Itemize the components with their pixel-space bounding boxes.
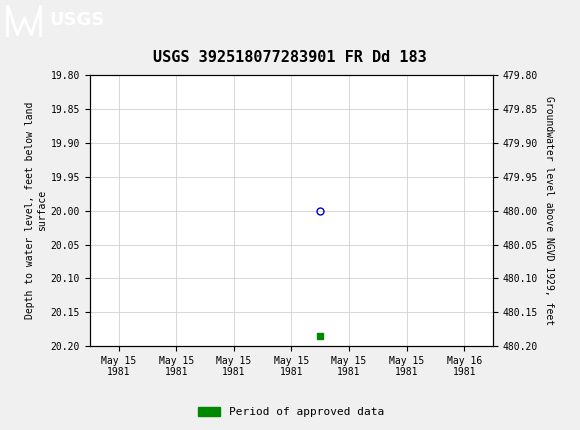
Text: USGS: USGS bbox=[49, 12, 104, 29]
Y-axis label: Depth to water level, feet below land
surface: Depth to water level, feet below land su… bbox=[25, 102, 46, 319]
Legend: Period of approved data: Period of approved data bbox=[194, 403, 389, 422]
Text: USGS 392518077283901 FR Dd 183: USGS 392518077283901 FR Dd 183 bbox=[153, 49, 427, 64]
Y-axis label: Groundwater level above NGVD 1929, feet: Groundwater level above NGVD 1929, feet bbox=[543, 96, 553, 325]
